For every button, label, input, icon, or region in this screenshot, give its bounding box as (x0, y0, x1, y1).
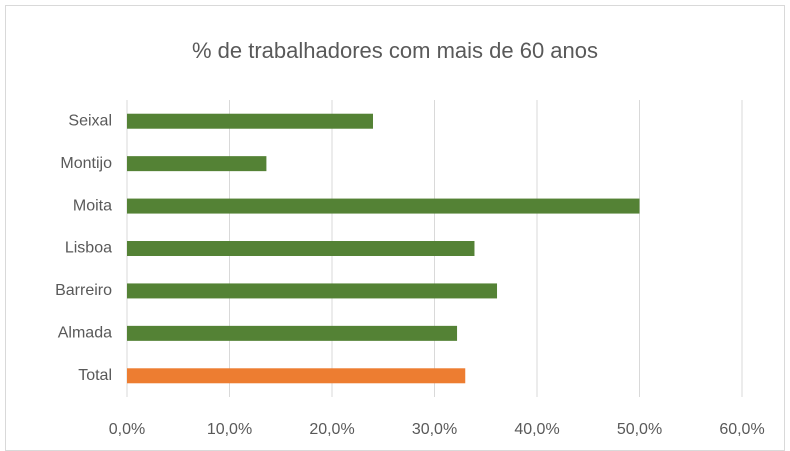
y-tick-label: Moita (73, 197, 112, 214)
x-tick-label: 10,0% (207, 421, 252, 438)
chart-border (5, 5, 785, 451)
bar (127, 325, 458, 341)
bar (127, 198, 640, 214)
x-tick-label: 40,0% (514, 421, 559, 438)
y-tick-label: Barreiro (55, 282, 112, 299)
bar (127, 368, 466, 384)
bar (127, 156, 267, 172)
y-tick-label: Lisboa (65, 240, 112, 257)
x-tick-label: 0,0% (109, 421, 145, 438)
y-tick-label: Total (78, 367, 112, 384)
y-tick-label: Montijo (60, 155, 112, 172)
x-tick-label: 30,0% (412, 421, 457, 438)
x-tick-label: 60,0% (719, 421, 764, 438)
chart-title: % de trabalhadores com mais de 60 anos (192, 38, 598, 63)
bar (127, 113, 373, 129)
bar (127, 283, 498, 299)
x-tick-label: 50,0% (617, 421, 662, 438)
y-tick-label: Almada (58, 325, 112, 342)
y-tick-label: Seixal (68, 112, 112, 129)
x-tick-label: 20,0% (309, 421, 354, 438)
bar (127, 241, 475, 256)
